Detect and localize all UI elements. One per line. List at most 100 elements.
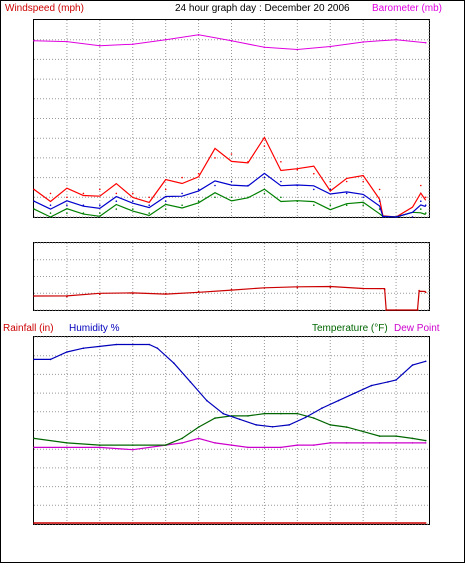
humidity-grid xyxy=(34,336,429,525)
series-direction-point xyxy=(362,287,365,290)
series-humidity-point xyxy=(173,362,175,365)
series-lull-point xyxy=(263,192,266,195)
series-humidity-point xyxy=(33,358,35,361)
series-gust-point xyxy=(424,196,427,199)
series-direction-point xyxy=(418,289,420,292)
series-direction-point xyxy=(296,286,299,289)
series-average-point xyxy=(49,204,52,206)
series-direction-point xyxy=(164,292,167,295)
series-gust-point xyxy=(247,161,249,163)
series-humidity-point xyxy=(354,392,356,394)
series-barometer-point xyxy=(197,34,200,36)
series-dewpoint-point xyxy=(33,446,35,449)
series-average-point xyxy=(378,200,381,202)
series-humidity-point xyxy=(271,426,274,428)
series-direction-point xyxy=(66,295,68,298)
series-dewpoint-point xyxy=(66,446,68,449)
series-lull-point xyxy=(214,196,216,199)
series-temperature-point xyxy=(411,437,414,440)
series-barometer-point xyxy=(362,41,365,43)
series-average-point xyxy=(82,204,85,206)
series-gust-point xyxy=(164,188,167,191)
series-average-point xyxy=(263,176,266,179)
series-dewpoint-point xyxy=(214,442,216,444)
series-dewpoint-point xyxy=(296,444,299,446)
series-temperature-point xyxy=(345,426,348,428)
series-temperature-point xyxy=(362,430,365,433)
series-average-point xyxy=(115,200,118,202)
series-temperature-point xyxy=(99,444,101,446)
series-gust-point xyxy=(420,184,422,187)
series-gust-point xyxy=(49,192,52,195)
series-direction-point xyxy=(230,288,233,291)
series-average-point xyxy=(247,184,249,187)
series-temperature-point xyxy=(164,444,167,446)
series-temperature-point xyxy=(280,412,282,415)
series-lull-point xyxy=(345,204,348,206)
series-humidity-point xyxy=(238,418,241,421)
series-gust-point xyxy=(115,192,118,195)
series-gust-point xyxy=(181,176,183,179)
series-average-point xyxy=(329,188,332,191)
series-temperature-point xyxy=(313,417,315,419)
series-dewpoint-point xyxy=(132,448,134,451)
series-lull-point xyxy=(132,208,134,210)
series-direction-point xyxy=(132,292,134,295)
series-dewpoint-point xyxy=(362,442,365,444)
series-gust-point xyxy=(148,196,150,199)
series-direction-point xyxy=(33,295,35,297)
series-average-point xyxy=(214,184,216,187)
series-barometer-point xyxy=(263,46,266,49)
series-barometer-point xyxy=(33,40,35,42)
series-lull-point xyxy=(115,208,118,210)
series-humidity-point xyxy=(115,343,118,346)
series-lull-point xyxy=(99,212,101,214)
series-barometer-point xyxy=(296,48,299,51)
series-dewpoint-point xyxy=(280,446,282,449)
series-humidity-point xyxy=(222,412,225,415)
series-gust-point xyxy=(313,172,315,175)
series-gust-point xyxy=(132,192,134,195)
series-average-point xyxy=(411,216,414,218)
series-humidity-point xyxy=(370,384,373,387)
wind-barometer-panel: Windspeed (mph) 24 hour graph day : Dece… xyxy=(5,3,442,218)
series-gust-point xyxy=(33,188,35,191)
series-dewpoint-point xyxy=(411,442,414,444)
series-gust-point xyxy=(362,180,365,183)
series-direction-point xyxy=(329,286,332,289)
temperature-axis-title: Temperature (°F) xyxy=(312,323,388,334)
series-humidity-point xyxy=(82,347,85,350)
series-temperature-point xyxy=(329,424,332,426)
series-gust-point xyxy=(230,153,233,155)
series-gust-point xyxy=(329,180,332,183)
series-humidity-point xyxy=(132,343,134,346)
series-humidity-point xyxy=(424,360,427,363)
rainfall-axis-title: Rainfall (in) xyxy=(3,323,54,334)
series-average-point xyxy=(132,200,134,202)
series-temperature-point xyxy=(33,437,35,440)
series-lull-point xyxy=(33,208,35,210)
series-humidity-point xyxy=(49,358,52,361)
series-humidity-point xyxy=(411,364,414,366)
series-gust-point xyxy=(214,157,216,159)
series-direction-point xyxy=(383,288,386,291)
wind-series xyxy=(33,34,427,218)
series-temperature-point xyxy=(296,412,299,415)
series-temperature-point xyxy=(197,426,200,428)
series-average-point xyxy=(395,216,397,218)
series-temperature-point xyxy=(395,435,397,437)
series-humidity-point xyxy=(99,345,101,348)
series-lull-point xyxy=(82,212,85,214)
series-average-point xyxy=(164,200,167,202)
series-dewpoint-point xyxy=(181,442,183,444)
series-gust-point xyxy=(280,161,282,163)
series-lull-point xyxy=(197,200,200,202)
series-dewpoint-point xyxy=(263,446,266,449)
series-lull-point xyxy=(313,204,315,206)
direction-panel xyxy=(33,242,430,311)
series-gust-line xyxy=(33,136,427,218)
series-average-point xyxy=(313,188,315,191)
series-humidity-point xyxy=(304,416,307,419)
